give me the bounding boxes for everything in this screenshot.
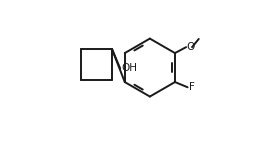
Text: OH: OH — [121, 63, 137, 73]
Text: O: O — [187, 42, 195, 52]
Text: F: F — [189, 82, 194, 92]
